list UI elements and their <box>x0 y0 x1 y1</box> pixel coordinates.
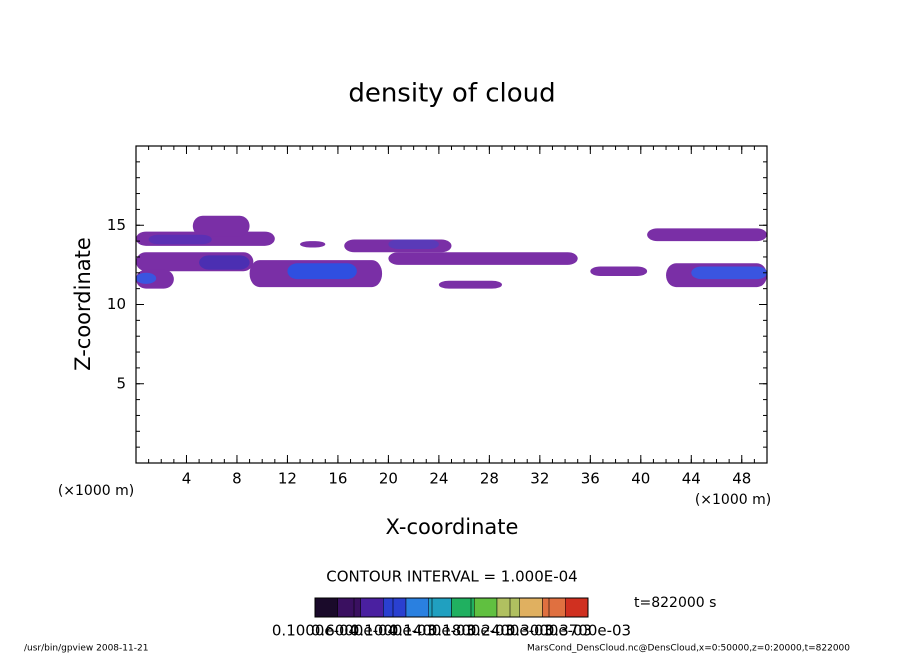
time-label: t=822000 s <box>634 595 716 611</box>
contour-region <box>691 266 767 280</box>
x-tick-label: 36 <box>581 470 600 488</box>
contour-region <box>192 215 250 237</box>
x-tick-label: 40 <box>631 470 650 488</box>
x-tick-label: 4 <box>182 470 192 488</box>
chart-title: density of cloud <box>348 79 555 109</box>
contour-region <box>148 234 212 245</box>
x-tick-label: 32 <box>530 470 549 488</box>
colorbar-label: 0.1400e-03 <box>389 622 475 640</box>
colorbar-cell <box>383 597 407 618</box>
y-tick-label: 15 <box>107 216 126 234</box>
contour-region <box>388 252 578 265</box>
x-tick-label: 12 <box>278 470 297 488</box>
x-unit: (×1000 m) <box>695 492 771 508</box>
colorbar-cell <box>405 597 429 618</box>
x-tick-label: 48 <box>732 470 751 488</box>
contour-region <box>388 239 439 250</box>
contour-interval: CONTOUR INTERVAL = 1.000E-04 <box>326 568 577 586</box>
x-tick-label: 20 <box>379 470 398 488</box>
footer-right: MarsCond_DensCloud.nc@DensCloud,x=0:5000… <box>527 644 850 654</box>
x-tick-label: 8 <box>232 470 242 488</box>
colorbar-label: 0.3700e-03 <box>545 622 631 640</box>
x-tick-label: 44 <box>682 470 701 488</box>
contour-region <box>647 228 767 242</box>
contour-region <box>438 280 502 289</box>
contour-region <box>136 272 157 284</box>
colorbar-cell <box>360 597 384 618</box>
y-tick-label: 5 <box>116 374 126 392</box>
colorbar-cell <box>496 597 520 618</box>
colorbar-frame <box>314 597 589 618</box>
x-tick-label: 24 <box>429 470 448 488</box>
colorbar-label: 0.1000e-03 <box>350 622 436 640</box>
y-unit: (×1000 m) <box>58 483 134 499</box>
colorbar-label: 0.1000e-04 <box>272 622 358 640</box>
colorbar-cell <box>519 597 543 618</box>
x-tick-label: 16 <box>328 470 347 488</box>
y-axis-label: Z-coordinate <box>71 237 95 371</box>
colorbar-cell <box>542 597 566 618</box>
footer-left: /usr/bin/gpview 2008-11-21 <box>24 644 148 654</box>
x-tick-label: 28 <box>480 470 499 488</box>
colorbar-cell <box>565 597 589 618</box>
y-tick-label: 10 <box>107 295 126 313</box>
colorbar-label: 0.3000e-03 <box>506 622 592 640</box>
contour-region <box>287 263 357 280</box>
plot-frame <box>135 145 768 464</box>
contour-region <box>300 241 326 248</box>
x-axis-label: X-coordinate <box>386 515 519 539</box>
colorbar-label: 0.1800e-03 <box>428 622 514 640</box>
contour-region <box>590 266 648 276</box>
colorbar-label: 0.6000e-04 <box>311 622 397 640</box>
colorbar-label: 0.2400e-03 <box>467 622 553 640</box>
colorbar-cell <box>314 597 338 618</box>
contour-region <box>199 255 250 270</box>
colorbar-cell <box>337 597 361 618</box>
colorbar-cell <box>474 597 498 618</box>
